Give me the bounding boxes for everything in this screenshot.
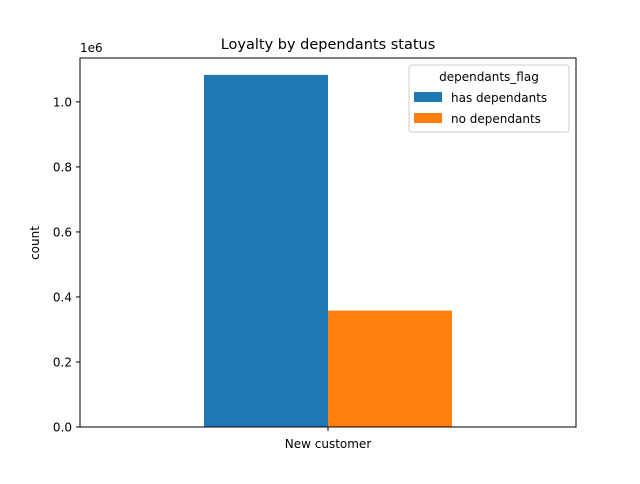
bar-no-dependants bbox=[328, 310, 452, 427]
y-tick-label: 0.0 bbox=[53, 421, 72, 435]
chart-title: Loyalty by dependants status bbox=[221, 37, 436, 53]
y-tick-label: 0.4 bbox=[53, 290, 72, 304]
y-axis-label: count bbox=[28, 226, 42, 260]
y-tick-label: 0.8 bbox=[53, 160, 72, 174]
bars-layer bbox=[204, 74, 452, 427]
legend-entries: has dependants no dependants bbox=[414, 91, 547, 126]
y-tick-label: 0.2 bbox=[53, 355, 72, 369]
legend-box bbox=[408, 64, 570, 133]
x-tick-label: New customer bbox=[285, 437, 372, 451]
y-tick-label: 1.0 bbox=[53, 95, 72, 109]
plot-frame bbox=[79, 57, 577, 428]
legend-label-no-dependants: no dependants bbox=[451, 112, 541, 126]
bar-has-dependants bbox=[204, 74, 328, 427]
legend-swatch-has-dependants bbox=[414, 92, 442, 102]
ticks-layer: New customer 0.0 0.2 0.4 0.6 0.8 1.0 bbox=[53, 95, 371, 451]
y-axis-offset-label: 1e6 bbox=[80, 41, 103, 55]
legend-swatch-no-dependants bbox=[414, 113, 442, 123]
legend-title: dependants_flag bbox=[439, 70, 539, 84]
legend-label-has-dependants: has dependants bbox=[451, 91, 547, 105]
legend: dependants_flag has dependants no dependa… bbox=[408, 64, 570, 133]
y-tick-label: 0.6 bbox=[53, 225, 72, 239]
